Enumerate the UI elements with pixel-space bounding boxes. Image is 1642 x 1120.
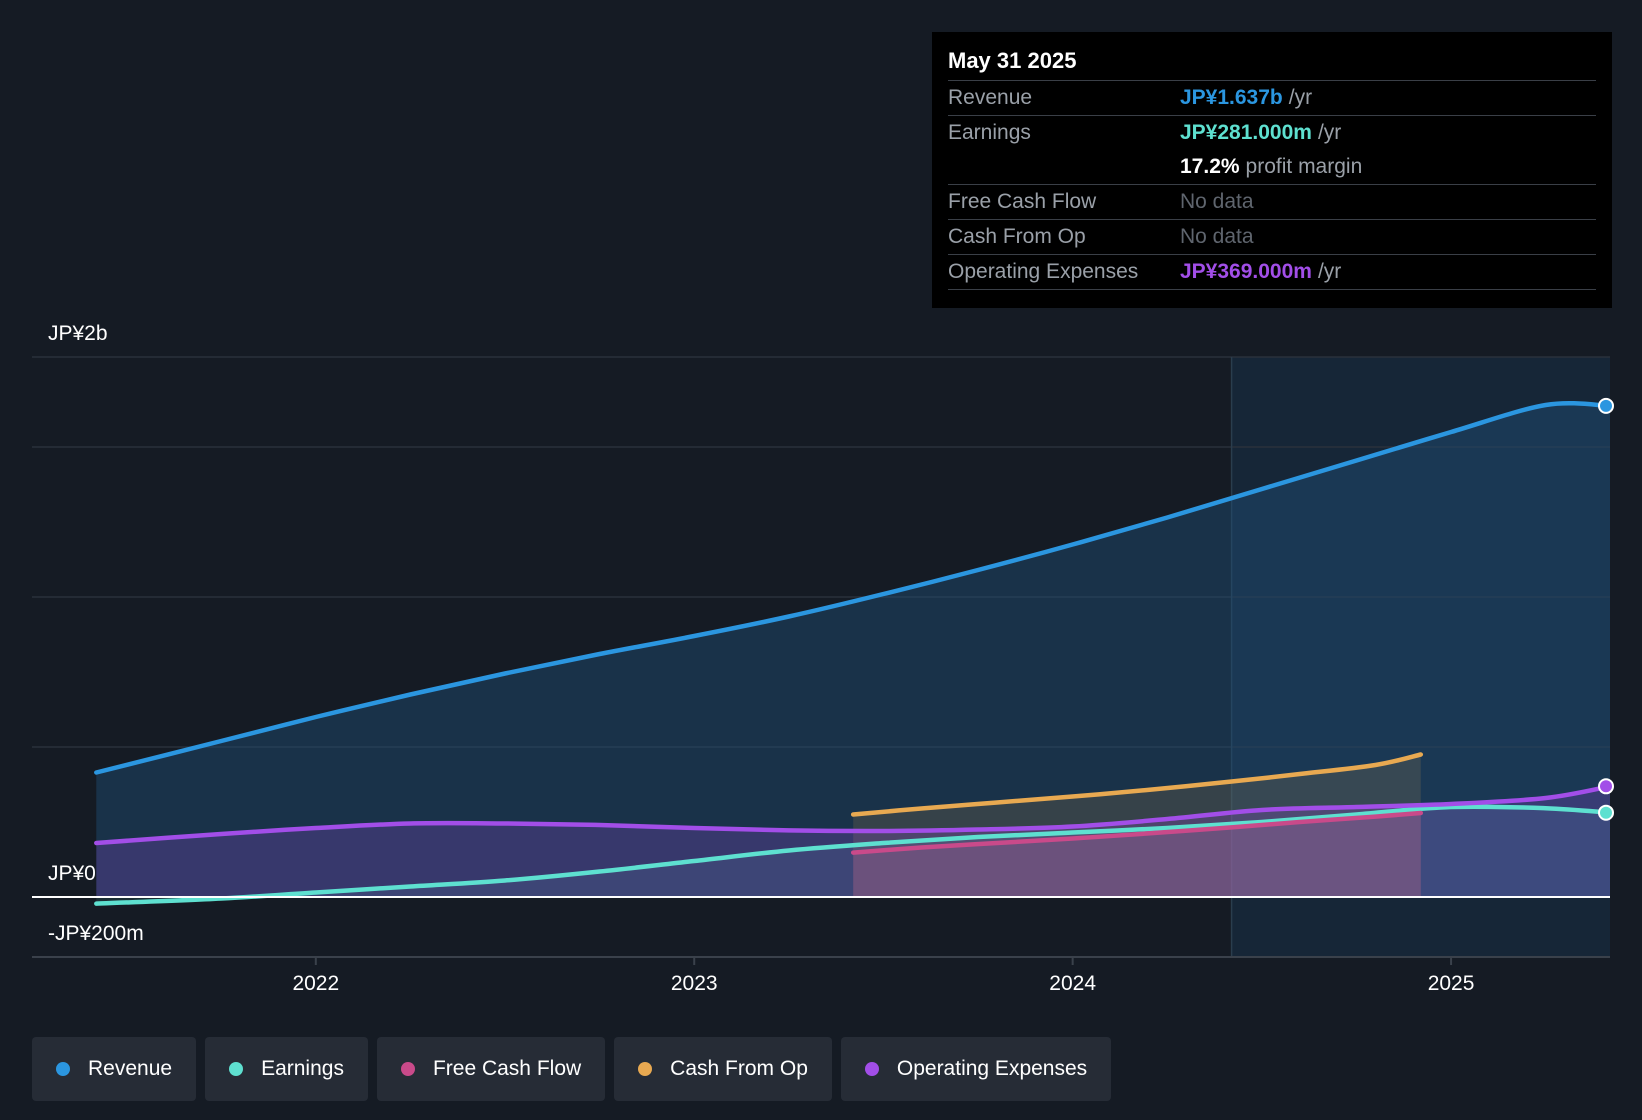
legend-label-revenue: Revenue (88, 1057, 173, 1080)
legend-label-earnings: Earnings (261, 1057, 344, 1080)
series-area-free-cash-flow (853, 813, 1421, 897)
series-area-revenue (96, 403, 1610, 897)
legend: Revenue Earnings Free Cash Flow Cash Fro… (32, 1037, 1112, 1101)
tooltip-row-revenue: Revenue JP¥1.637b /yr (948, 80, 1596, 115)
tooltip-label-opex: Operating Expenses (948, 260, 1139, 283)
free-cash-flow-dot-icon (400, 1062, 415, 1076)
tooltip-unit-opex: /yr (1317, 260, 1342, 283)
x-tick-label-2022: 2022 (292, 972, 339, 995)
tooltip-row-earnings: Earnings JP¥281.000m /yr (948, 115, 1596, 150)
tooltip-value-margin: 17.2% (1180, 155, 1240, 178)
x-tick-label-2024: 2024 (1049, 972, 1096, 995)
legend-label-cash-from-op: Cash From Op (670, 1057, 808, 1080)
tooltip: May 31 2025 Revenue JP¥1.637b /yr Earnin… (932, 32, 1612, 308)
tooltip-label-fcf: Free Cash Flow (948, 190, 1097, 213)
series-line-earnings (94, 804, 1613, 906)
tooltip-unit-revenue: /yr (1288, 86, 1313, 109)
tooltip-row-margin: 17.2% profit margin (948, 150, 1596, 184)
tooltip-label-revenue: Revenue (948, 86, 1033, 109)
forecast-region (1231, 357, 1610, 957)
series-endpoint-earnings (1598, 804, 1614, 821)
y-tick-label-top: JP¥2b (48, 322, 108, 345)
series-line-revenue (94, 401, 1613, 775)
chart: JP¥2b JP¥0 -JP¥200m 2022 2023 2024 2025 (32, 322, 1614, 995)
x-tick-label-2025: 2025 (1428, 972, 1475, 995)
y-tick-label-zero: JP¥0 (48, 862, 96, 885)
revenue-dot-icon (56, 1062, 70, 1076)
legend-item-revenue[interactable]: Revenue (32, 1037, 197, 1101)
x-tick-label-2023: 2023 (671, 972, 718, 995)
tooltip-unit-margin: profit margin (1245, 155, 1363, 178)
series-line-free-cash-flow (850, 810, 1424, 855)
tooltip-value-opex: JP¥369.000m (1180, 260, 1312, 283)
legend-label-operating-expenses: Operating Expenses (896, 1057, 1088, 1080)
series-line-cash-from-op (850, 752, 1424, 817)
tooltip-row-cfo: Cash From Op No data (948, 219, 1596, 254)
legend-item-cash-from-op[interactable]: Cash From Op (614, 1037, 832, 1101)
series-endpoint-revenue (1598, 397, 1614, 414)
cash-from-op-dot-icon (638, 1062, 653, 1076)
legend-item-earnings[interactable]: Earnings (205, 1037, 368, 1101)
series-endpoint-operating-expenses (1598, 778, 1614, 795)
operating-expenses-dot-icon (864, 1062, 879, 1076)
series-line-operating-expenses (94, 784, 1613, 846)
series-area-earnings (96, 806, 1610, 904)
tooltip-label-cfo: Cash From Op (948, 225, 1086, 248)
tooltip-row-opex: Operating Expenses JP¥369.000m /yr (948, 254, 1596, 290)
earnings-dot-icon (229, 1062, 244, 1076)
legend-item-free-cash-flow[interactable]: Free Cash Flow (376, 1037, 606, 1101)
series-area-cash-from-op (853, 754, 1421, 897)
y-tick-label-bottom: -JP¥200m (48, 922, 144, 945)
tooltip-unit-earnings: /yr (1317, 121, 1342, 144)
tooltip-value-revenue: JP¥1.637b (1180, 86, 1283, 109)
tooltip-date: May 31 2025 (948, 48, 1077, 73)
legend-label-free-cash-flow: Free Cash Flow (432, 1057, 582, 1080)
tooltip-value-fcf: No data (1180, 190, 1254, 213)
legend-item-operating-expenses[interactable]: Operating Expenses (840, 1037, 1112, 1101)
tooltip-row-fcf: Free Cash Flow No data (948, 184, 1596, 219)
tooltip-value-earnings: JP¥281.000m (1180, 121, 1312, 144)
tooltip-value-cfo: No data (1180, 225, 1254, 248)
tooltip-label-earnings: Earnings (948, 121, 1031, 144)
